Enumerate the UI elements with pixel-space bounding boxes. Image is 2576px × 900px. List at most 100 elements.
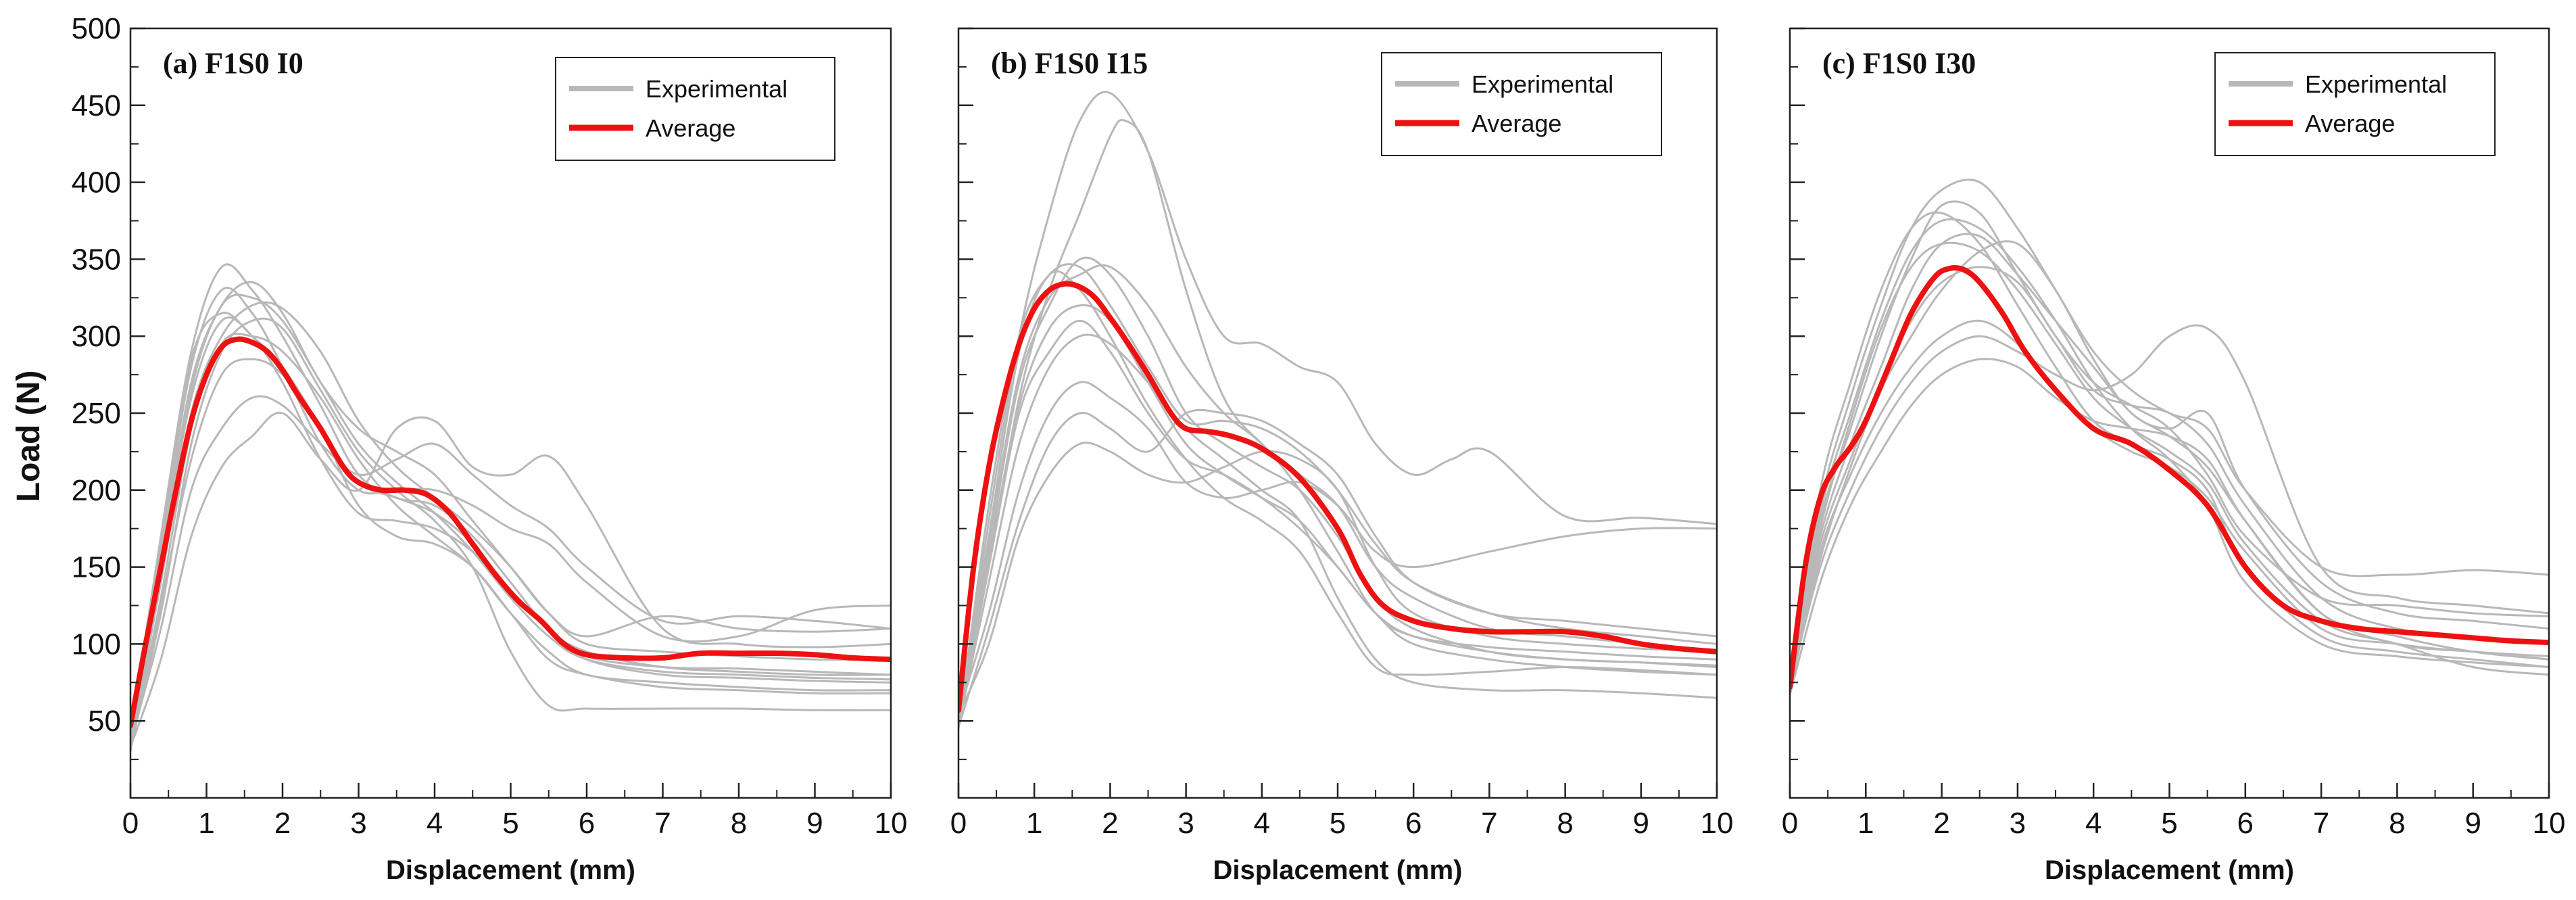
x-tick-label: 8 bbox=[1557, 807, 1573, 840]
y-axis-title: Load (N) bbox=[11, 371, 47, 502]
experimental-curve-10 bbox=[130, 311, 891, 738]
x-tick-label: 10 bbox=[1701, 807, 1734, 840]
y-tick-label: 500 bbox=[72, 12, 121, 45]
y-tick-label: 50 bbox=[88, 705, 121, 738]
experimental-curve-2 bbox=[958, 118, 1717, 725]
x-axis-title: Displacement (mm) bbox=[386, 855, 635, 885]
experimental-curve-10 bbox=[1790, 241, 2549, 688]
legend: Experimental Average bbox=[2214, 52, 2496, 156]
y-tick-label: 250 bbox=[72, 397, 121, 430]
x-tick-label: 10 bbox=[2533, 807, 2566, 840]
experimental-curve-10 bbox=[958, 304, 1717, 723]
legend: Experimental Average bbox=[1381, 52, 1662, 156]
y-tick-label: 150 bbox=[72, 551, 121, 584]
y-tick-label: 100 bbox=[72, 627, 121, 661]
legend: Experimental Average bbox=[555, 57, 835, 161]
x-tick-label: 4 bbox=[2085, 807, 2101, 840]
x-tick-label: 3 bbox=[1177, 807, 1194, 840]
y-tick-label: 350 bbox=[72, 243, 121, 276]
x-tick-label: 8 bbox=[731, 807, 747, 840]
experimental-curve-6 bbox=[130, 395, 891, 743]
exp-lines bbox=[958, 91, 1717, 729]
x-tick-label: 6 bbox=[579, 807, 595, 840]
legend-experimental-label: Experimental bbox=[646, 75, 787, 103]
x-tick-label: 4 bbox=[427, 807, 443, 840]
panel-c: 0 1 2 3 4 5 6 7 8 9 10 (c) F1S0 I30 Displacement (… bbox=[1782, 27, 2566, 885]
experimental-curve-1 bbox=[1790, 200, 2549, 690]
x-tick-label: 3 bbox=[2010, 807, 2026, 840]
experimental-curve-1 bbox=[958, 91, 1717, 721]
panel-a: 0 1 2 3 4 5 6 7 8 9 10 501001502002503003504004505… bbox=[72, 12, 908, 885]
x-tick-label: 2 bbox=[1933, 807, 1949, 840]
x-ticks: 0 1 2 3 4 5 6 7 8 9 10 bbox=[950, 783, 1734, 840]
legend-experimental-label: Experimental bbox=[1472, 70, 1613, 98]
panel-b: 0 1 2 3 4 5 6 7 8 9 10 (b) F1S0 I15 Displacement (… bbox=[950, 27, 1734, 885]
average-curve bbox=[958, 281, 1717, 713]
experimental-curve-11 bbox=[1790, 240, 2549, 691]
experimental-curve-7 bbox=[1790, 218, 2549, 690]
experimental-curve-7 bbox=[130, 411, 891, 748]
x-ticks: 0 1 2 3 4 5 6 7 8 9 10 bbox=[122, 783, 908, 840]
avg-line bbox=[1790, 265, 2549, 690]
y-ticks bbox=[958, 27, 973, 761]
x-tick-label: 6 bbox=[2237, 807, 2254, 840]
experimental-curve-8 bbox=[130, 293, 891, 742]
y-ticks: 50 100 150 200 250 300 350 400 450 500 bbox=[72, 12, 145, 761]
x-tick-label: 9 bbox=[2464, 807, 2481, 840]
x-tick-label: 10 bbox=[875, 807, 908, 840]
y-tick-label: 450 bbox=[72, 89, 121, 122]
experimental-curve-5 bbox=[1790, 211, 2549, 692]
x-tick-label: 0 bbox=[1782, 807, 1798, 840]
legend-box bbox=[555, 57, 835, 161]
average-curve bbox=[1790, 265, 2549, 690]
x-tick-label: 7 bbox=[654, 807, 671, 840]
legend-box bbox=[2214, 52, 2496, 156]
experimental-curve-3 bbox=[958, 263, 1717, 729]
avg-line bbox=[958, 281, 1717, 713]
experimental-curve-11 bbox=[130, 358, 891, 751]
experimental-curve-11 bbox=[958, 264, 1717, 720]
legend-box bbox=[1381, 52, 1662, 156]
x-tick-label: 9 bbox=[1633, 807, 1649, 840]
experimental-curve-12 bbox=[130, 281, 891, 743]
experimental-curve-9 bbox=[1790, 358, 2549, 695]
avg-line bbox=[130, 336, 891, 728]
panel-title: (b) F1S0 I15 bbox=[991, 47, 1148, 80]
y-tick-label: 200 bbox=[72, 474, 121, 507]
x-axis-title: Displacement (mm) bbox=[1213, 855, 1463, 885]
x-tick-label: 5 bbox=[1330, 807, 1346, 840]
x-tick-label: 5 bbox=[502, 807, 518, 840]
x-tick-label: 7 bbox=[2313, 807, 2329, 840]
x-tick-label: 2 bbox=[1102, 807, 1118, 840]
legend-experimental-label: Experimental bbox=[2305, 70, 2447, 98]
y-tick-label: 400 bbox=[72, 166, 121, 199]
panel-title: (c) F1S0 I30 bbox=[1822, 47, 1976, 80]
experimental-curve-5 bbox=[958, 333, 1717, 726]
experimental-curve-8 bbox=[958, 270, 1717, 717]
x-tick-label: 5 bbox=[2161, 807, 2177, 840]
y-ticks bbox=[1790, 27, 1805, 761]
x-tick-label: 3 bbox=[350, 807, 366, 840]
experimental-curve-3 bbox=[130, 316, 891, 752]
experimental-curve-12 bbox=[958, 442, 1717, 715]
x-tick-label: 4 bbox=[1254, 807, 1270, 840]
legend-average-label: Average bbox=[646, 114, 735, 142]
x-tick-label: 8 bbox=[2389, 807, 2405, 840]
x-tick-label: 2 bbox=[274, 807, 291, 840]
x-tick-label: 7 bbox=[1481, 807, 1497, 840]
x-tick-label: 0 bbox=[122, 807, 139, 840]
panel-title: (a) F1S0 I0 bbox=[163, 47, 303, 80]
x-tick-label: 1 bbox=[198, 807, 214, 840]
average-curve bbox=[130, 336, 891, 728]
x-axis-title: Displacement (mm) bbox=[2045, 855, 2294, 885]
x-tick-label: 1 bbox=[1026, 807, 1042, 840]
legend-average-label: Average bbox=[2305, 110, 2395, 137]
legend-average-label: Average bbox=[1472, 110, 1561, 137]
y-tick-label: 300 bbox=[72, 320, 121, 353]
experimental-curve-6 bbox=[1790, 324, 2549, 686]
x-tick-label: 9 bbox=[806, 807, 823, 840]
x-ticks: 0 1 2 3 4 5 6 7 8 9 10 bbox=[1782, 783, 2566, 840]
experimental-curve-2 bbox=[130, 301, 891, 744]
experimental-curve-6 bbox=[958, 381, 1717, 714]
